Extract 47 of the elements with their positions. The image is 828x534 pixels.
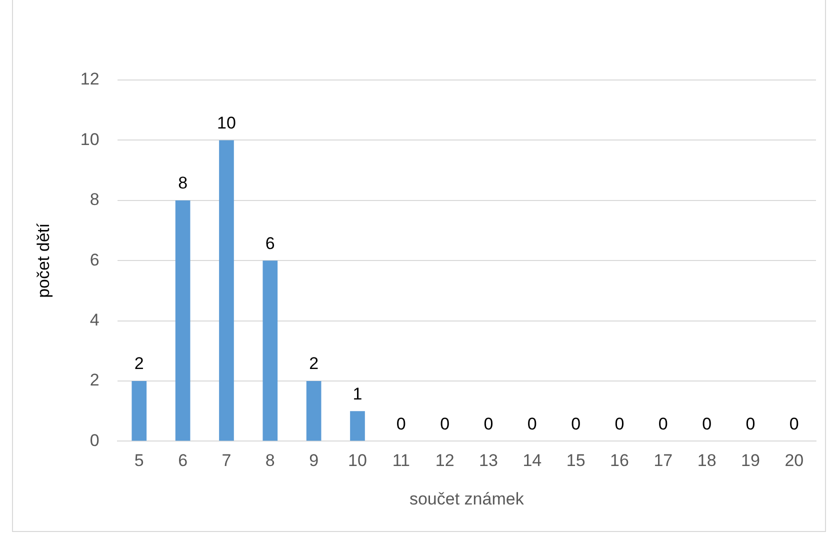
- data-label: 0: [440, 414, 450, 434]
- x-tick-label: 11: [392, 451, 410, 470]
- data-label: 0: [484, 414, 494, 434]
- x-tick-label: 12: [435, 451, 454, 470]
- y-tick-label: 12: [80, 70, 100, 89]
- x-tick-label: 6: [178, 451, 188, 470]
- data-label: 0: [746, 414, 756, 434]
- bar: [132, 381, 147, 441]
- data-label: 0: [789, 414, 799, 434]
- y-axis-title: počet dětí: [34, 222, 53, 298]
- x-tick-label: 7: [222, 451, 232, 470]
- x-tick-label: 16: [610, 451, 629, 470]
- y-tick-label: 2: [90, 370, 100, 390]
- x-tick-label: 17: [654, 451, 673, 470]
- x-tick-label: 13: [479, 451, 498, 470]
- data-label: 1: [352, 384, 362, 404]
- data-label: 0: [614, 414, 624, 434]
- x-axis-title: součet známek: [409, 489, 524, 508]
- x-tick-label: 10: [348, 451, 367, 470]
- x-tick-label: 8: [265, 451, 275, 470]
- data-label: 6: [265, 234, 275, 253]
- data-label: 10: [217, 113, 236, 132]
- bar: [350, 411, 365, 441]
- x-tick-label: 15: [566, 451, 586, 470]
- y-tick-label: 8: [90, 190, 100, 210]
- data-label: 0: [702, 414, 712, 434]
- data-label: 2: [134, 354, 144, 374]
- bar: [175, 200, 190, 441]
- bar: [219, 140, 234, 441]
- x-tick-label: 14: [522, 451, 542, 470]
- data-label: 0: [571, 414, 581, 434]
- x-tick-label: 19: [741, 451, 760, 470]
- y-tick-label: 0: [90, 430, 100, 450]
- data-label: 2: [309, 354, 319, 374]
- x-tick-label: 20: [784, 451, 804, 470]
- x-tick-label: 5: [134, 451, 144, 470]
- y-tick-label: 4: [90, 310, 100, 330]
- data-label: 8: [178, 174, 188, 193]
- data-label: 0: [658, 414, 668, 434]
- bar: [306, 381, 322, 441]
- data-label: 0: [527, 414, 537, 434]
- y-tick-label: 10: [80, 130, 100, 149]
- x-tick-label: 9: [309, 451, 319, 470]
- bar: [262, 260, 278, 441]
- y-tick-label: 6: [90, 250, 100, 270]
- data-label: 0: [396, 414, 406, 434]
- x-tick-label: 18: [697, 451, 716, 470]
